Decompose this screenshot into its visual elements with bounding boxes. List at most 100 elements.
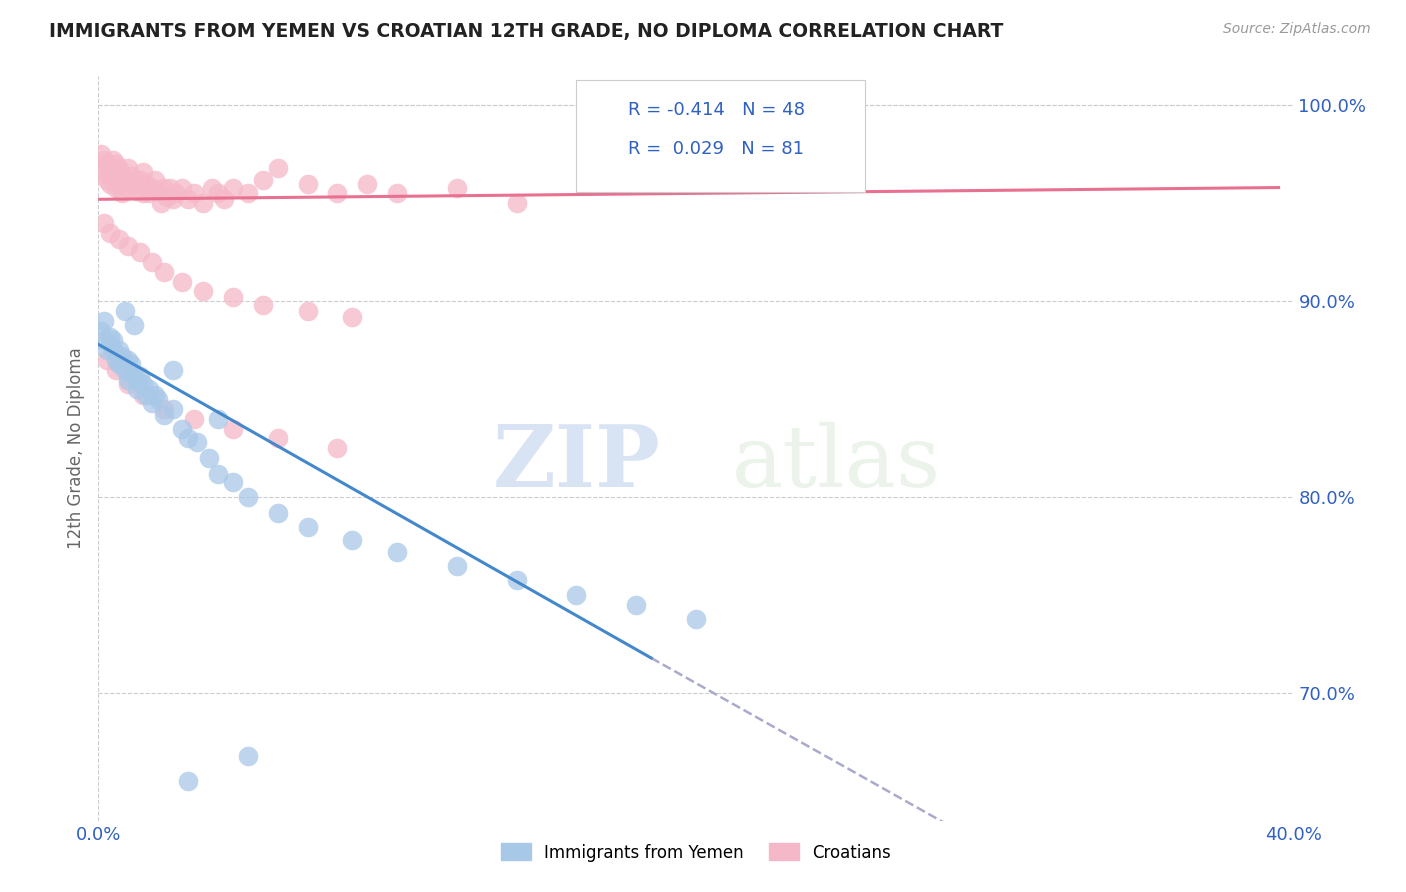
- Point: [446, 180, 468, 194]
- Point: [117, 239, 139, 253]
- Point: [117, 373, 139, 387]
- Point: [120, 357, 142, 371]
- Point: [108, 161, 131, 175]
- Point: [105, 157, 128, 171]
- Point: [148, 185, 170, 199]
- Point: [162, 402, 184, 417]
- Point: [132, 388, 155, 402]
- Point: [356, 177, 378, 191]
- Point: [111, 167, 134, 181]
- Point: [93, 216, 115, 230]
- Point: [143, 172, 166, 186]
- Point: [267, 432, 290, 446]
- Point: [98, 226, 122, 240]
- Point: [117, 161, 139, 175]
- Point: [177, 192, 200, 206]
- Point: [183, 412, 205, 426]
- Point: [201, 180, 224, 194]
- Point: [207, 467, 229, 481]
- Point: [129, 172, 152, 186]
- Point: [127, 373, 149, 387]
- Point: [98, 329, 122, 343]
- Point: [172, 422, 194, 436]
- Point: [150, 196, 173, 211]
- Point: [162, 192, 184, 206]
- Point: [135, 388, 157, 402]
- Point: [96, 172, 118, 186]
- Point: [90, 324, 112, 338]
- Text: ZIP: ZIP: [492, 421, 661, 505]
- Point: [108, 343, 131, 358]
- Point: [506, 573, 529, 587]
- Point: [191, 285, 214, 299]
- Point: [153, 180, 176, 194]
- Point: [114, 172, 136, 186]
- Point: [127, 383, 149, 397]
- Point: [252, 298, 274, 312]
- Point: [117, 376, 139, 391]
- Point: [105, 180, 128, 194]
- Point: [207, 186, 229, 201]
- Point: [138, 186, 160, 201]
- Point: [186, 435, 208, 450]
- Point: [191, 196, 214, 211]
- Point: [103, 334, 125, 348]
- Point: [143, 388, 166, 402]
- Point: [183, 186, 205, 201]
- Point: [103, 343, 125, 358]
- Point: [685, 141, 707, 155]
- Point: [177, 774, 200, 789]
- Point: [236, 490, 259, 504]
- Point: [222, 475, 245, 489]
- Point: [326, 186, 349, 201]
- Point: [138, 383, 160, 397]
- Point: [446, 558, 468, 573]
- Point: [626, 598, 648, 612]
- Point: [252, 172, 274, 186]
- Text: R =  0.029   N = 81: R = 0.029 N = 81: [628, 140, 804, 158]
- Point: [108, 357, 131, 371]
- Point: [90, 161, 112, 175]
- Point: [153, 402, 176, 417]
- Text: atlas: atlas: [733, 422, 941, 505]
- Point: [93, 153, 115, 167]
- Point: [297, 304, 319, 318]
- Point: [297, 177, 319, 191]
- Point: [129, 245, 152, 260]
- Point: [103, 169, 125, 183]
- Point: [114, 363, 136, 377]
- Point: [565, 588, 588, 602]
- Point: [98, 177, 122, 191]
- Text: Source: ZipAtlas.com: Source: ZipAtlas.com: [1223, 22, 1371, 37]
- Point: [98, 337, 122, 351]
- Point: [105, 353, 128, 368]
- Point: [153, 408, 176, 422]
- Point: [105, 363, 128, 377]
- Point: [93, 334, 115, 348]
- Point: [132, 376, 155, 391]
- Point: [98, 161, 122, 175]
- Point: [297, 519, 319, 533]
- Point: [342, 310, 364, 324]
- Point: [177, 432, 200, 446]
- Point: [111, 349, 134, 363]
- Point: [108, 231, 131, 245]
- Point: [685, 612, 707, 626]
- Point: [90, 147, 112, 161]
- Point: [129, 368, 152, 383]
- Point: [117, 180, 139, 194]
- Point: [162, 363, 184, 377]
- Point: [132, 186, 155, 201]
- Point: [141, 180, 163, 194]
- Point: [96, 343, 118, 358]
- Point: [141, 255, 163, 269]
- Point: [103, 153, 125, 167]
- Point: [506, 196, 529, 211]
- Point: [385, 545, 409, 559]
- Point: [267, 506, 290, 520]
- Point: [111, 186, 134, 201]
- Point: [267, 161, 290, 175]
- Point: [96, 157, 118, 171]
- Point: [342, 533, 364, 548]
- Point: [93, 167, 115, 181]
